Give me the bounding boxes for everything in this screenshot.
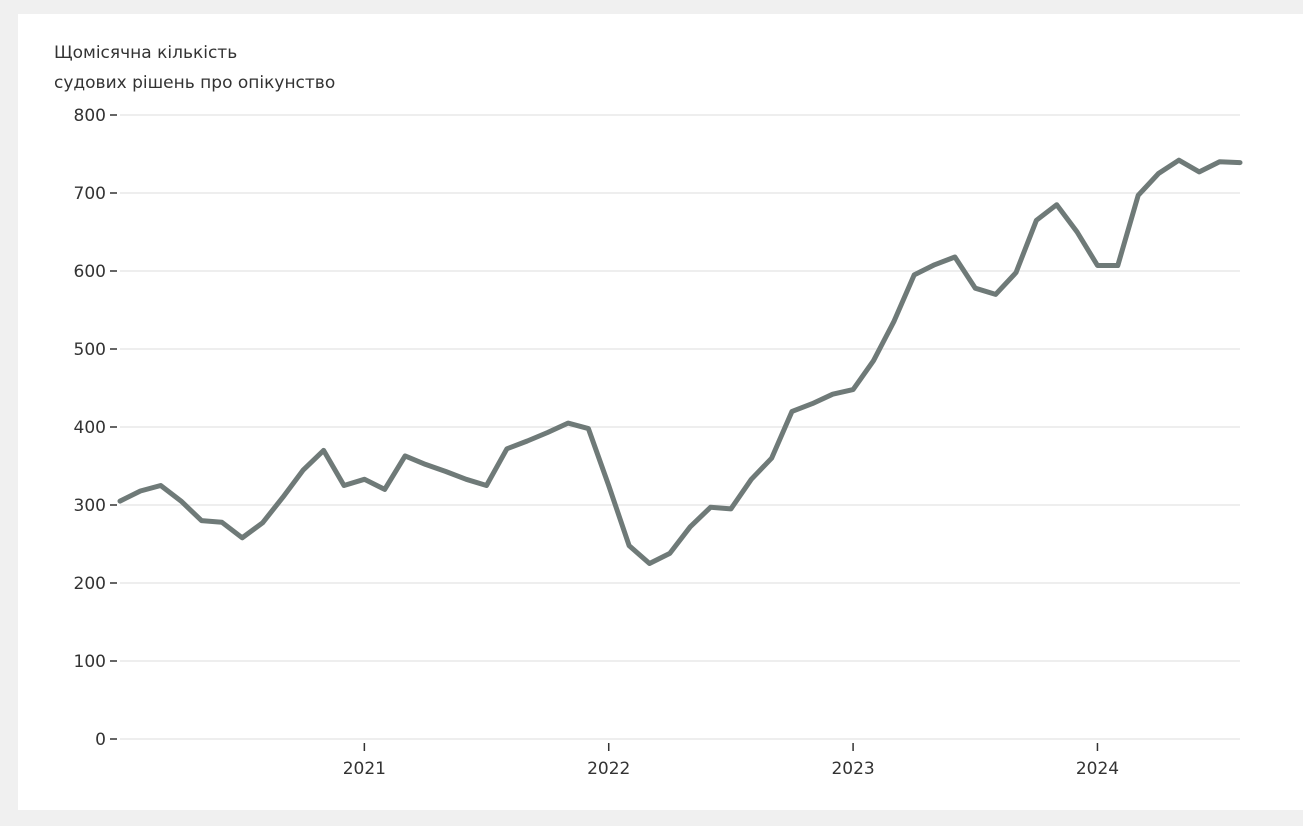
y-tick-label: 300: [74, 496, 106, 516]
series-line: [117, 157, 1243, 566]
y-tick-label: 700: [74, 184, 106, 204]
y-tick-label: 500: [74, 340, 106, 360]
y-tick-label: 0: [95, 730, 106, 750]
x-tick-label: 2024: [1076, 759, 1119, 779]
x-tick-label: 2021: [343, 759, 386, 779]
x-tick-label: 2022: [587, 759, 630, 779]
chart-title-line-1: Щомісячна кількість: [54, 43, 237, 63]
x-tick-label: 2023: [831, 759, 874, 779]
y-tick-label: 400: [74, 418, 106, 438]
series-layer: [117, 157, 1243, 566]
chart-title-line-2: судових рішень про опікунство: [54, 73, 335, 93]
x-axis: 2021 2022 2023 2024: [343, 743, 1119, 779]
y-tick-label: 100: [74, 652, 106, 672]
y-tick-label: 800: [74, 106, 106, 126]
gridlines: [120, 114, 1240, 740]
chart-card: 0 100 200 300 400 500 600 700 800 2021 2022 2023 20…: [18, 14, 1303, 810]
y-axis: 0 100 200 300 400 500 600 700 800: [74, 106, 117, 750]
y-tick-label: 200: [74, 574, 106, 594]
y-tick-label: 600: [74, 262, 106, 282]
